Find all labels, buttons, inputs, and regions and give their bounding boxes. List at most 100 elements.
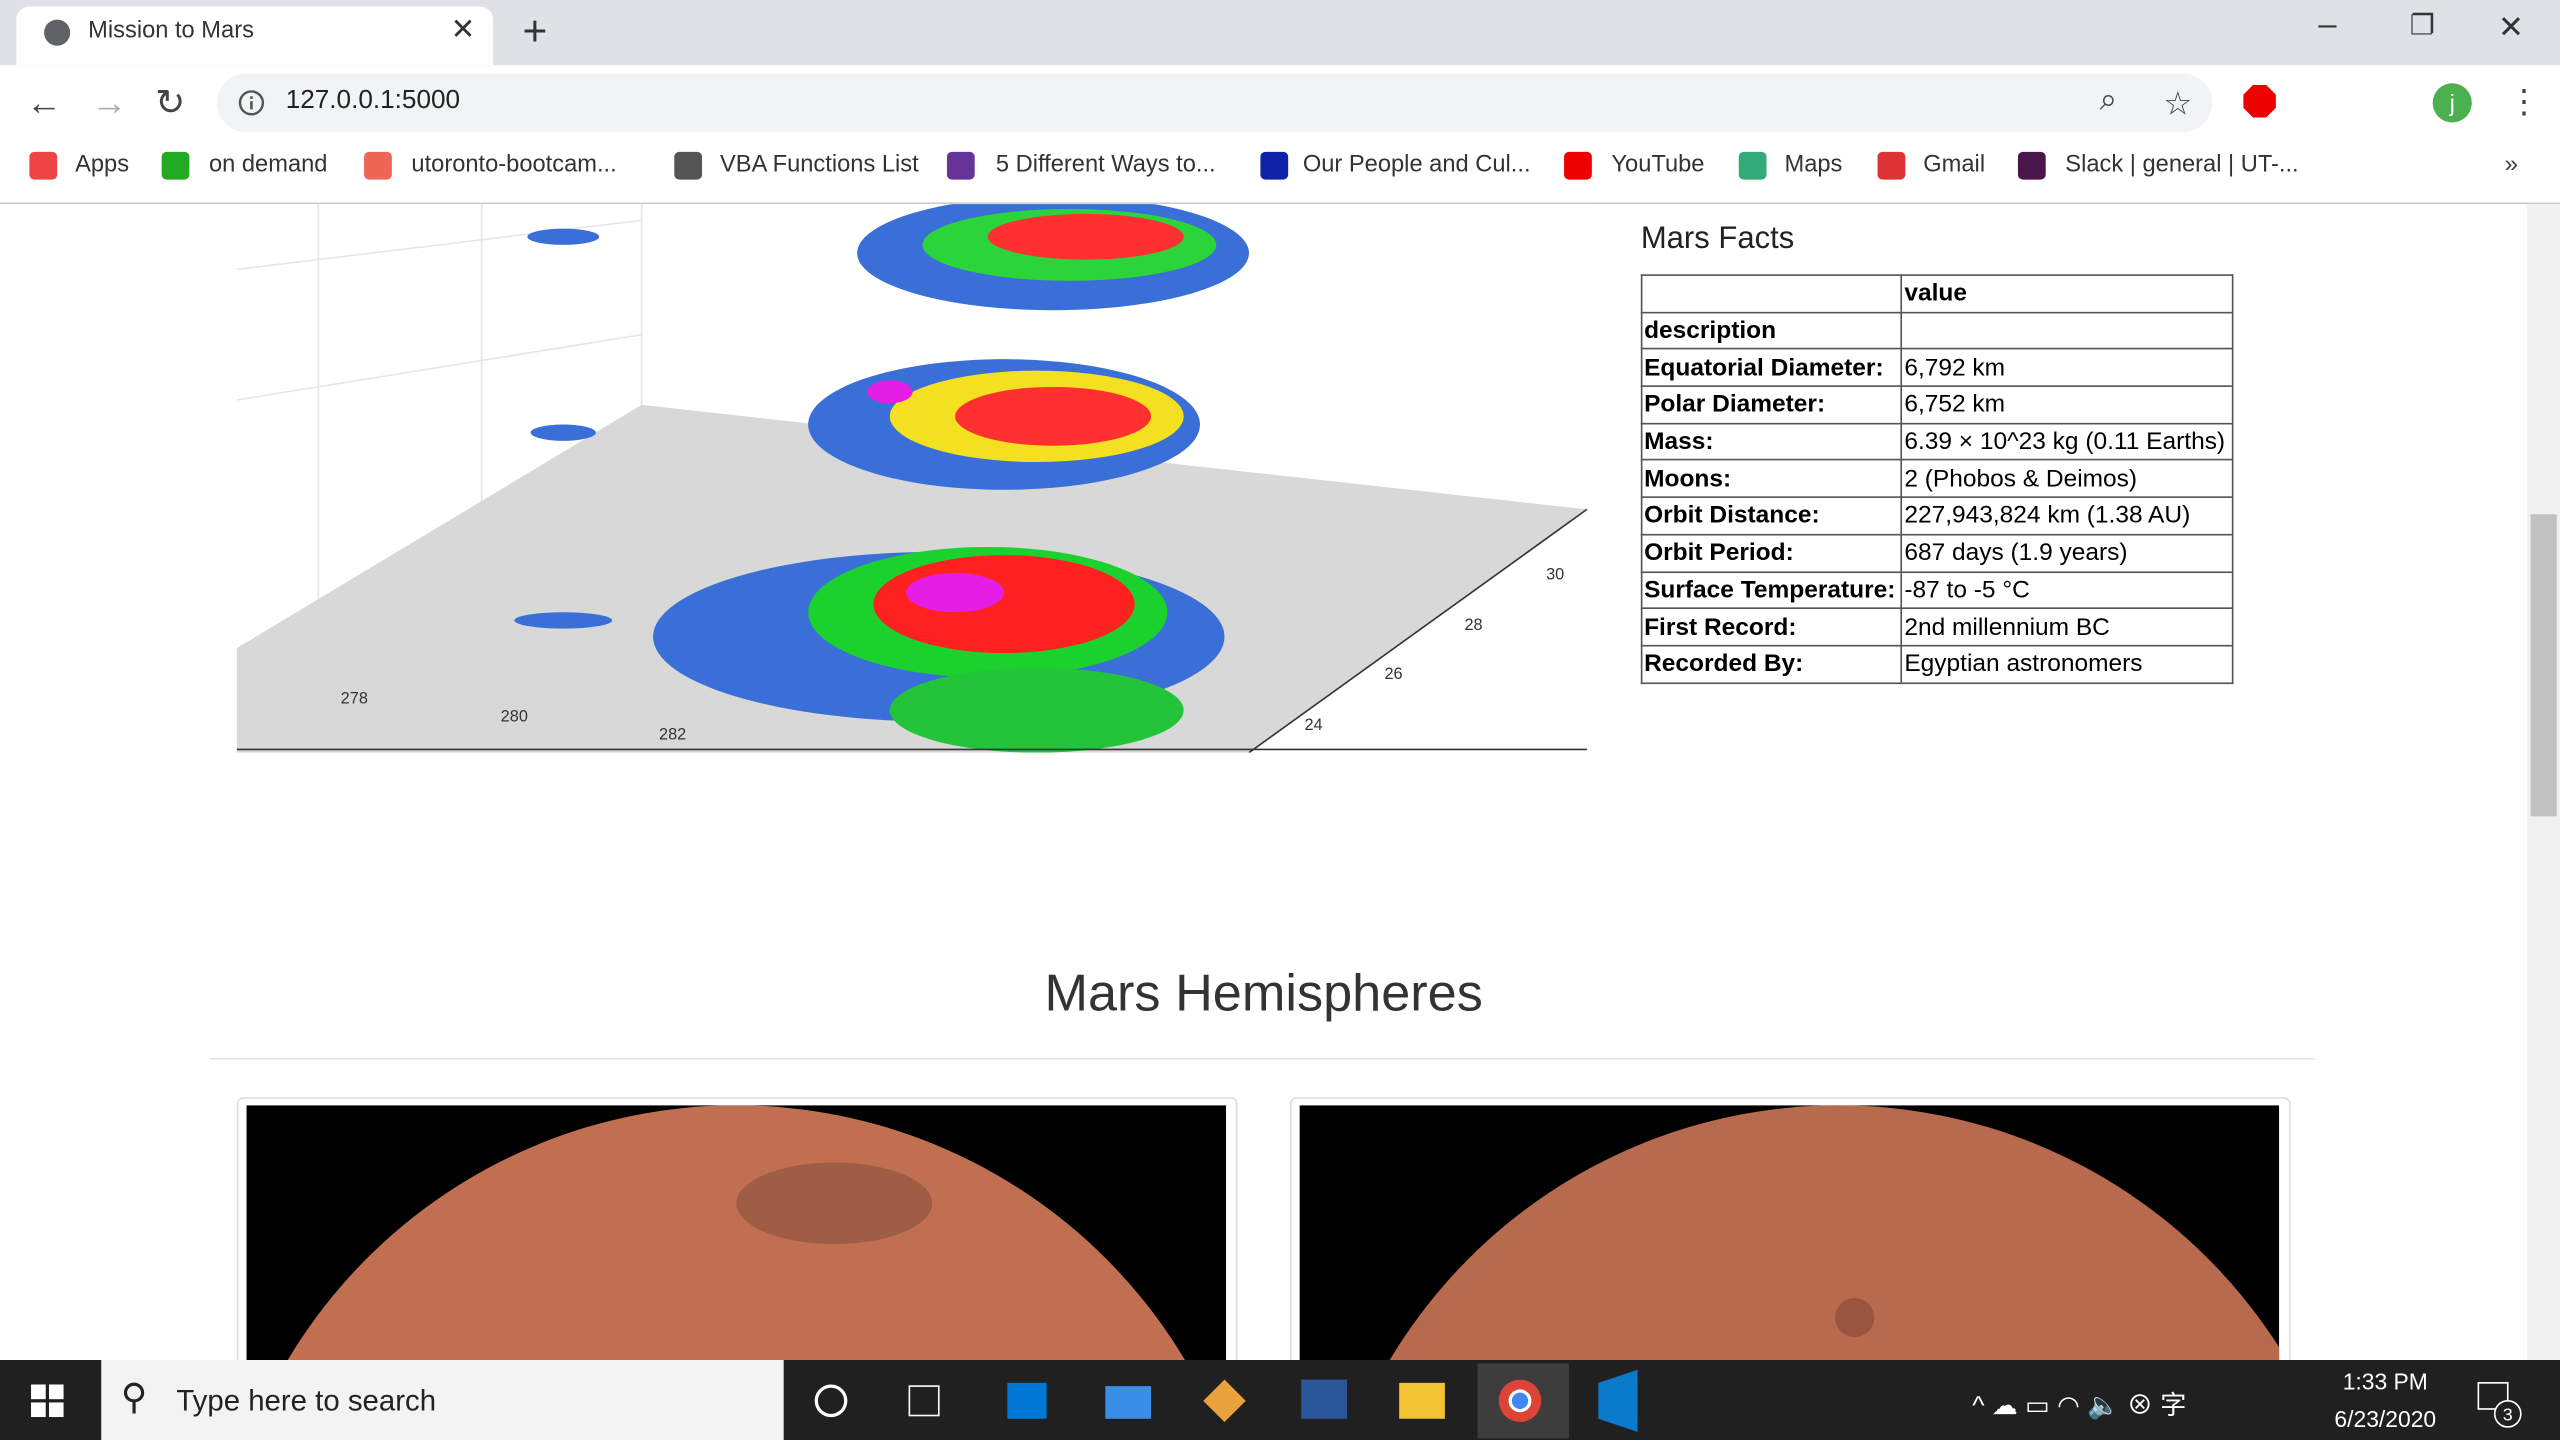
- divider: [208, 1057, 2316, 1060]
- fact-label: Surface Temperature:: [1640, 570, 1903, 610]
- fact-label: Orbit Period:: [1640, 533, 1903, 573]
- taskbar-apps[interactable]: [808, 1363, 1673, 1439]
- forward[interactable]: →: [91, 81, 128, 123]
- fact-label: First Record:: [1640, 607, 1903, 647]
- fact-value: 2nd millennium BC: [1901, 607, 2234, 647]
- header-cell: [1640, 274, 1903, 313]
- menu[interactable]: ⋮: [2507, 84, 2541, 121]
- bookmark-icon: [29, 151, 58, 180]
- plot-tick-label: 24: [1304, 716, 1322, 734]
- fact-value: 227,943,824 km (1.38 AU): [1901, 496, 2234, 536]
- bookmark[interactable]: Apps: [75, 151, 130, 178]
- section-title: Mars Hemispheres: [1044, 963, 1483, 1023]
- restore[interactable]: ❐: [2409, 9, 2435, 41]
- plot-tick-label: 282: [659, 726, 686, 744]
- plot-tick-label: 278: [341, 690, 368, 708]
- start[interactable]: [31, 1384, 64, 1418]
- bookmark[interactable]: YouTube: [1611, 151, 1705, 178]
- profile-initial: j: [2449, 90, 2455, 116]
- bookmark[interactable]: 5 Different Ways to...: [995, 151, 1216, 178]
- hemisphere-image: [1299, 1105, 2280, 1360]
- scroll-thumb[interactable]: [2530, 514, 2557, 817]
- star[interactable]: ☆: [2163, 86, 2193, 123]
- fact-value: 687 days (1.9 years): [1901, 533, 2234, 573]
- bookmark-icon: [161, 151, 190, 180]
- fact-value: 6,752 km: [1901, 385, 2234, 425]
- header-cell: value: [1901, 274, 2234, 313]
- header-cell: [1901, 311, 2234, 350]
- tray-icons[interactable]: ^ ☁ ▭ ◠ 🔈 ⊗ 字: [1972, 1392, 2187, 1421]
- plot-image: 278 280 282 24 26 28 30: [236, 204, 1592, 753]
- bookmark-icon: [1260, 151, 1289, 180]
- index-row: description: [1640, 311, 2234, 350]
- clock-date: 6/23/2020: [2334, 1405, 2437, 1432]
- bookmark[interactable]: utoronto-bootcam...: [411, 151, 617, 178]
- facts-title: Mars Facts: [1640, 222, 1795, 257]
- index-name: description: [1640, 311, 1903, 350]
- bookmark-icon: [2017, 151, 2046, 180]
- fact-row: First Record: 2nd millennium BC: [1640, 607, 2234, 647]
- notifications[interactable]: 3: [2475, 1380, 2524, 1429]
- fact-value: 6.39 × 10^23 kg (0.11 Earths): [1901, 422, 2234, 462]
- ext-icon[interactable]: [2243, 84, 2276, 118]
- bookmark[interactable]: Slack | general | UT-...: [2065, 151, 2299, 178]
- clock-time: 1:33 PM: [2342, 1368, 2428, 1395]
- fact-row: Moons: 2 (Phobos & Deimos): [1640, 459, 2234, 499]
- fact-value: 6,792 km: [1901, 348, 2234, 388]
- fact-label: Mass:: [1640, 422, 1903, 462]
- zoom-icon[interactable]: ⌕: [2099, 83, 2117, 118]
- search-box[interactable]: [101, 1359, 784, 1440]
- fact-value: -87 to -5 °C: [1901, 570, 2234, 610]
- fact-row: Surface Temperature: -87 to -5 °C: [1640, 570, 2234, 610]
- bookmark-icon: [1738, 151, 1767, 180]
- bookmark[interactable]: Maps: [1784, 151, 1843, 178]
- fact-value: 2 (Phobos & Deimos): [1901, 459, 2234, 499]
- fact-row: Equatorial Diameter: 6,792 km: [1640, 348, 2234, 388]
- divider: [0, 202, 2560, 205]
- fact-row: Recorded By: Egyptian astronomers: [1640, 644, 2234, 684]
- info-icon: [238, 90, 265, 116]
- bookmark[interactable]: Gmail: [1923, 151, 1986, 178]
- bookmark-icon: [364, 151, 392, 180]
- plot-tick-label: 26: [1384, 665, 1402, 683]
- url: 127.0.0.1:5000: [285, 86, 461, 115]
- fact-label: Recorded By:: [1640, 644, 1903, 684]
- fact-row: Polar Diameter: 6,752 km: [1640, 385, 2234, 425]
- address-bar[interactable]: [217, 73, 2213, 133]
- fact-row: Orbit Period: 687 days (1.9 years): [1640, 533, 2234, 573]
- bookmark-icon: [1564, 151, 1592, 180]
- profile[interactable]: j: [2431, 82, 2473, 124]
- fact-row: Mass: 6.39 × 10^23 kg (0.11 Earths): [1640, 422, 2234, 462]
- tab-close[interactable]: ✕: [450, 13, 476, 46]
- fact-label: Polar Diameter:: [1640, 385, 1903, 425]
- minimize[interactable]: –: [2318, 6, 2337, 43]
- tab[interactable]: [16, 6, 494, 66]
- new-tab[interactable]: +: [522, 6, 548, 56]
- plot-tick-label: 28: [1464, 616, 1482, 634]
- reload[interactable]: ↻: [155, 81, 186, 123]
- notification-count: 3: [2503, 1404, 2513, 1424]
- bookmark-icon: [1877, 151, 1906, 180]
- more-bookmarks[interactable]: »: [2504, 150, 2519, 178]
- tab-icon: [44, 19, 71, 46]
- header-row: value: [1640, 274, 2234, 313]
- bookmark[interactable]: on demand: [208, 151, 328, 178]
- bookmark[interactable]: VBA Functions List: [719, 151, 919, 178]
- bookmark-icon: [674, 151, 703, 180]
- back[interactable]: ←: [26, 81, 63, 123]
- bookmark[interactable]: Our People and Cul...: [1302, 151, 1531, 178]
- hemisphere-image: [246, 1105, 1227, 1360]
- tab-title: Mission to Mars: [88, 17, 254, 45]
- fact-label: Orbit Distance:: [1640, 496, 1903, 536]
- fact-label: Moons:: [1640, 459, 1903, 499]
- bookmark-icon: [946, 151, 975, 180]
- plot-tick-label: 280: [501, 708, 528, 726]
- fact-row: Orbit Distance: 227,943,824 km (1.38 AU): [1640, 496, 2234, 536]
- fact-label: Equatorial Diameter:: [1640, 348, 1903, 388]
- facts-table: value description Equatorial Diameter: 6,…: [1640, 274, 2234, 684]
- plot-tick-label: 30: [1546, 566, 1564, 584]
- close-window[interactable]: ✕: [2497, 11, 2524, 46]
- search-placeholder: Type here to search: [176, 1384, 437, 1418]
- search-icon: ⚲: [120, 1376, 148, 1418]
